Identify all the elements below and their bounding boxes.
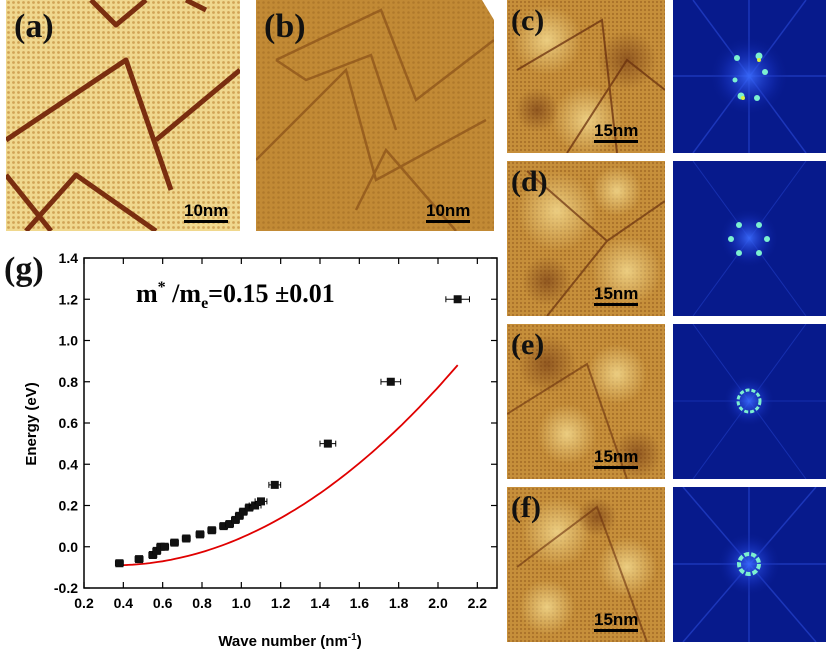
fft-panel-c xyxy=(673,0,826,153)
y-tick-label: -0.2 xyxy=(54,580,78,596)
panel-label-g: (g) xyxy=(4,251,44,288)
data-point xyxy=(319,439,337,448)
data-point xyxy=(160,542,170,551)
panel-label-a: (a) xyxy=(14,8,54,45)
panel-e-stm-image: (e) 15nm xyxy=(507,324,665,479)
annot-star: * xyxy=(158,279,166,296)
panel-c-stm-image: (c) 15nm xyxy=(507,0,665,153)
data-point xyxy=(170,538,179,547)
x-tick-label: 0.8 xyxy=(192,595,212,611)
data-points xyxy=(114,295,470,568)
panel-label-c: (c) xyxy=(511,4,545,37)
fit-curve xyxy=(115,364,459,567)
panel-label-d: (d) xyxy=(511,165,548,198)
x-tick-label: 0.4 xyxy=(114,595,134,611)
scale-bar-e: 15nm xyxy=(594,447,639,469)
panel-b-stm-image: (b) 10nm xyxy=(256,0,494,231)
annot-slash: /m xyxy=(166,279,202,308)
annot-value: =0.15 ±0.01 xyxy=(208,279,335,308)
y-tick-label: 0.4 xyxy=(59,456,79,472)
x-tick-label: 0.2 xyxy=(74,595,94,611)
scale-text-f: 15nm xyxy=(594,610,639,629)
x-tick-label: 0.6 xyxy=(153,595,173,611)
panel-a-stm-image: (a) 10nm xyxy=(6,0,240,231)
scale-bar-b: 10nm xyxy=(426,201,471,223)
x-tick-label: 2.2 xyxy=(468,595,488,611)
scale-bar-f: 15nm xyxy=(594,610,639,632)
x-tick-label: 1.2 xyxy=(271,595,291,611)
y-tick-label: 1.4 xyxy=(59,250,79,266)
data-point xyxy=(254,497,268,506)
y-tick-label: 1.2 xyxy=(59,291,79,307)
scale-bar-c: 15nm xyxy=(594,121,639,143)
data-point xyxy=(380,377,402,386)
scale-text-d: 15nm xyxy=(594,284,639,303)
stm-image-a xyxy=(6,0,240,231)
panel-label-b: (b) xyxy=(264,8,306,45)
x-tick-label: 1.6 xyxy=(350,595,370,611)
scale-bar-a: 10nm xyxy=(184,201,229,223)
y-axis-ticks: -0.2 0.0 0.2 0.4 0.6 0.8 1.0 1.2 1.4 xyxy=(54,250,497,596)
stm-image-b xyxy=(256,0,494,231)
x-axis-label: Wave number (nm-1) xyxy=(218,632,361,650)
x-axis-label-sup: -1 xyxy=(348,632,357,643)
annot-sub-e: e xyxy=(201,295,208,312)
scale-bar-d: 15nm xyxy=(594,284,639,306)
data-point xyxy=(181,534,191,543)
data-point xyxy=(134,555,144,564)
y-tick-label: 0.6 xyxy=(59,415,79,431)
panel-label-e: (e) xyxy=(511,328,545,361)
effective-mass-annotation: m* /me=0.15 ±0.01 xyxy=(136,279,335,312)
y-axis-label: Energy (eV) xyxy=(23,382,40,465)
data-point xyxy=(195,530,205,539)
x-tick-label: 1.8 xyxy=(389,595,409,611)
fft-panel-d xyxy=(673,161,826,316)
x-axis-label-text: Wave number (nm xyxy=(218,633,347,650)
scale-text-a: 10nm xyxy=(184,201,229,220)
x-tick-label: 1.0 xyxy=(232,595,252,611)
scale-text-e: 15nm xyxy=(594,447,639,466)
x-tick-label: 2.0 xyxy=(428,595,448,611)
data-point xyxy=(445,295,470,304)
data-point xyxy=(114,559,124,568)
data-point xyxy=(268,480,282,489)
scale-text-b: 10nm xyxy=(426,201,471,220)
y-tick-label: 0.0 xyxy=(59,539,79,555)
x-tick-label: 1.4 xyxy=(310,595,330,611)
scale-text-c: 15nm xyxy=(594,121,639,140)
chart-svg: (g) -0.20.00.20.40.60.81.01.21.4 0.2 0.4 0… xyxy=(4,250,498,650)
annot-m: m xyxy=(136,279,158,308)
fft-panel-e xyxy=(673,324,826,479)
panel-label-f: (f) xyxy=(511,491,541,524)
fft-panel-f xyxy=(673,487,826,642)
x-axis-label-close: ) xyxy=(357,633,362,650)
panel-d-stm-image: (d) 15nm xyxy=(507,161,665,316)
panel-f-stm-image: (f) 15nm xyxy=(507,487,665,642)
y-tick-label: 0.2 xyxy=(59,498,79,514)
data-point xyxy=(207,526,217,535)
x-axis-ticks: 0.2 0.4 0.6 0.8 1.0 1.2 1.4 1.6 1.8 2.0 2.2 xyxy=(74,258,487,611)
y-tick-label: 0.8 xyxy=(59,374,79,390)
y-tick-label: 1.0 xyxy=(59,333,79,349)
